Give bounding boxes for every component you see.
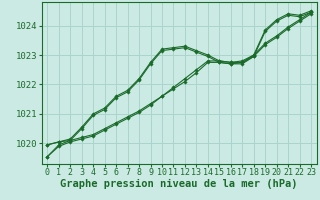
X-axis label: Graphe pression niveau de la mer (hPa): Graphe pression niveau de la mer (hPa) xyxy=(60,179,298,189)
